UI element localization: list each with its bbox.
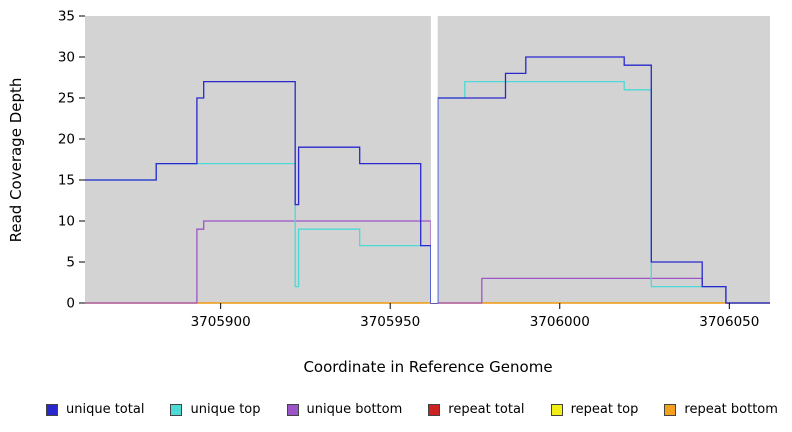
y-tick-label: 35	[58, 9, 75, 25]
legend: unique total unique top unique bottom repea…	[0, 392, 792, 432]
y-tick-label: 5	[66, 255, 75, 271]
x-tick-label: 3706050	[699, 314, 759, 330]
x-tick-label: 3705900	[191, 314, 251, 330]
y-tick-label: 10	[58, 214, 75, 230]
legend-swatch-icon	[664, 403, 677, 416]
legend-label: unique bottom	[306, 402, 403, 417]
y-tick-label: 30	[58, 50, 75, 66]
legend-swatch-icon	[428, 403, 441, 416]
legend-swatch-icon	[286, 403, 299, 416]
x-tick-label: 3706000	[530, 314, 590, 330]
legend-item-unique-top: unique top	[170, 402, 261, 417]
legend-label: unique total	[66, 402, 145, 417]
legend-item-unique-bottom: unique bottom	[286, 402, 403, 417]
legend-label: repeat total	[448, 402, 525, 417]
x-tick-label: 3705950	[360, 314, 420, 330]
y-tick-label: 15	[58, 173, 75, 189]
y-tick-label: 0	[66, 296, 75, 312]
legend-label: unique top	[190, 402, 261, 417]
axis-tick-labels: 3705900 3705950 3706000 3706050 0 5 10 15 20 25 30…	[58, 9, 760, 331]
legend-swatch-icon	[170, 403, 183, 416]
legend-item-unique-total: unique total	[46, 402, 144, 417]
legend-swatch-icon	[550, 403, 563, 416]
plot-area	[85, 16, 770, 303]
legend-item-repeat-top: repeat top	[550, 402, 639, 417]
legend-label: repeat bottom	[684, 402, 778, 417]
legend-item-repeat-total: repeat total	[428, 402, 525, 417]
axis-ticks	[79, 15, 730, 309]
legend-label: repeat top	[570, 402, 639, 417]
chart-svg: Read Coverage Depth Coordinate in Refere…	[7, 9, 770, 376]
y-tick-label: 20	[58, 132, 75, 148]
legend-swatch-icon	[46, 403, 58, 416]
legend-item-repeat-bottom: repeat bottom	[664, 402, 778, 417]
y-axis-label: Read Coverage Depth	[7, 78, 25, 243]
y-tick-label: 25	[58, 91, 75, 107]
x-axis-label: Coordinate in Reference Genome	[303, 358, 552, 376]
coverage-gap-band	[430, 16, 438, 303]
